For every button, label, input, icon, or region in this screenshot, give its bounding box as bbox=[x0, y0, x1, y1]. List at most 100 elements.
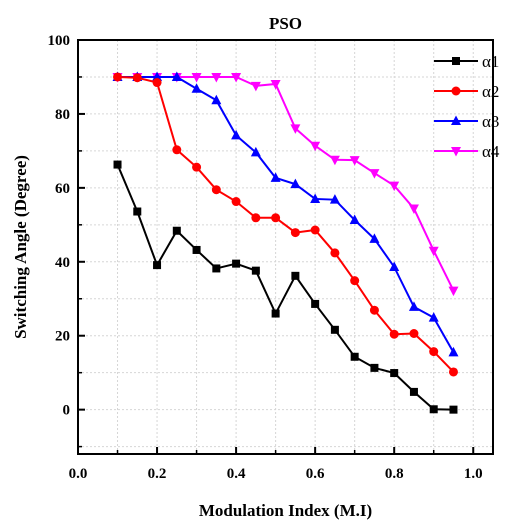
data-point bbox=[153, 261, 162, 270]
legend-entry-2: α2 bbox=[434, 82, 499, 101]
data-point bbox=[428, 312, 439, 322]
data-point bbox=[369, 169, 380, 179]
y-tick-label: 0 bbox=[63, 403, 71, 419]
data-point bbox=[231, 129, 242, 140]
legend: α1 α2 α3 α4 bbox=[434, 52, 500, 161]
data-point bbox=[290, 124, 301, 134]
y-axis-title: Switching Angle (Degree) bbox=[11, 155, 30, 339]
data-point bbox=[192, 245, 201, 254]
data-point bbox=[428, 246, 439, 257]
x-tick-label: 0.6 bbox=[306, 466, 325, 482]
data-point bbox=[172, 226, 181, 235]
series-line bbox=[117, 75, 455, 353]
data-point bbox=[409, 328, 419, 338]
data-point bbox=[290, 228, 300, 238]
legend-label: α3 bbox=[482, 112, 499, 131]
legend-marker bbox=[451, 147, 461, 157]
y-tick-label: 60 bbox=[55, 181, 70, 197]
data-point bbox=[330, 325, 339, 334]
data-point bbox=[448, 346, 459, 357]
y-tick-label: 40 bbox=[55, 255, 70, 271]
data-point bbox=[251, 266, 260, 275]
data-point bbox=[448, 367, 458, 377]
data-point bbox=[350, 276, 360, 286]
series-layer bbox=[112, 71, 459, 414]
data-point bbox=[231, 197, 241, 207]
data-point bbox=[251, 213, 261, 223]
data-point bbox=[270, 172, 281, 182]
data-point bbox=[329, 194, 340, 204]
data-point bbox=[370, 363, 379, 372]
data-point bbox=[311, 299, 320, 308]
data-point bbox=[310, 193, 321, 203]
data-point bbox=[192, 162, 202, 172]
y-tick-label: 80 bbox=[55, 107, 70, 123]
data-point bbox=[211, 72, 222, 83]
data-point bbox=[408, 204, 419, 215]
legend-label: α4 bbox=[482, 142, 500, 161]
legend-entry-3: α3 bbox=[434, 112, 499, 131]
data-point bbox=[329, 155, 340, 166]
series-3 bbox=[112, 71, 459, 357]
data-point bbox=[152, 71, 163, 81]
data-point bbox=[449, 405, 458, 414]
series-1 bbox=[113, 160, 458, 414]
data-point bbox=[250, 146, 261, 157]
data-point bbox=[389, 329, 399, 339]
data-point bbox=[250, 81, 261, 92]
data-point bbox=[271, 309, 280, 318]
legend-marker bbox=[452, 57, 460, 65]
x-tick-label: 0.2 bbox=[148, 466, 167, 482]
data-point bbox=[429, 405, 438, 414]
data-point bbox=[290, 178, 301, 189]
data-point bbox=[448, 286, 459, 297]
data-point bbox=[310, 141, 321, 152]
data-point bbox=[212, 264, 221, 273]
chart-title: PSO bbox=[269, 14, 302, 33]
x-axis-title: Modulation Index (M.I) bbox=[199, 501, 372, 520]
data-point bbox=[369, 305, 379, 315]
data-point bbox=[350, 352, 359, 361]
data-point bbox=[211, 185, 221, 195]
x-tick-label: 0.8 bbox=[385, 466, 404, 482]
data-point bbox=[429, 347, 439, 357]
data-point bbox=[113, 72, 123, 82]
data-point bbox=[191, 83, 202, 93]
axis-ticks: 0.0 0.2 0.4 0.6 0.8 1.0 0 20 40 60 80 100 bbox=[48, 33, 483, 482]
x-tick-label: 0.4 bbox=[227, 466, 246, 482]
data-point bbox=[408, 301, 419, 311]
x-tick-label: 1.0 bbox=[464, 466, 483, 482]
data-point bbox=[172, 145, 182, 155]
data-point bbox=[113, 160, 122, 169]
legend-marker bbox=[451, 86, 461, 96]
data-point bbox=[152, 78, 162, 88]
legend-label: α2 bbox=[482, 82, 499, 101]
data-point bbox=[349, 214, 360, 225]
data-point bbox=[389, 181, 400, 192]
legend-marker bbox=[451, 115, 461, 125]
data-point bbox=[211, 94, 222, 105]
series-2 bbox=[113, 72, 458, 377]
legend-label: α1 bbox=[482, 52, 499, 71]
data-point bbox=[231, 72, 242, 83]
data-point bbox=[132, 73, 142, 83]
x-tick-label: 0.0 bbox=[69, 466, 88, 482]
data-point bbox=[310, 225, 320, 235]
data-point bbox=[409, 387, 418, 396]
data-point bbox=[330, 248, 340, 258]
series-line bbox=[117, 75, 455, 292]
data-point bbox=[191, 72, 202, 83]
legend-entry-1: α1 bbox=[434, 52, 499, 71]
data-point bbox=[389, 261, 400, 271]
legend-entry-4: α4 bbox=[434, 142, 500, 161]
data-point bbox=[133, 207, 142, 216]
series-4 bbox=[112, 72, 459, 297]
data-point bbox=[349, 156, 360, 166]
plot-frame bbox=[77, 39, 494, 455]
data-point bbox=[171, 71, 182, 81]
data-point bbox=[232, 259, 241, 268]
data-point bbox=[369, 233, 380, 243]
data-point bbox=[291, 271, 300, 280]
